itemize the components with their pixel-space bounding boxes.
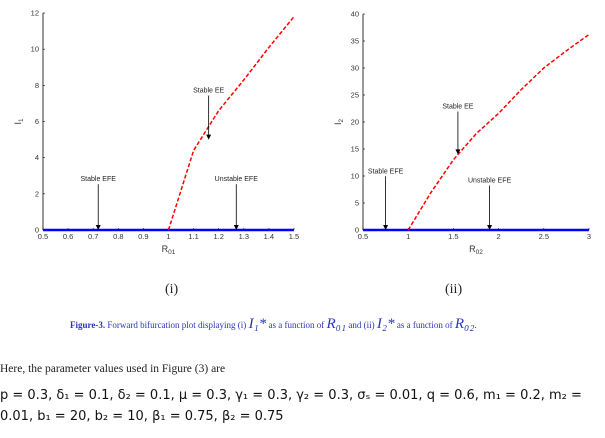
x-tick-label: 1.5 [289,232,299,241]
caption-text: as a function of [268,320,325,330]
caption-text: and (ii) [348,320,375,330]
annotation-label: Unstable EFE [468,177,512,184]
x-tick-label: 0.5 [38,232,48,241]
x-tick-label: 1.2 [213,232,223,241]
x-tick-label: 0.9 [138,232,148,241]
x-tick-label: 3 [587,232,591,241]
caption-var-i2: I₂* [376,316,395,332]
params-line-2: 0.01, b₁ = 20, b₂ = 10, β₁ = 0.75, β₂ = … [0,409,284,424]
x-tick-label: 1 [406,232,410,241]
caption-label: Figure-3. [70,320,106,330]
x-tick-label: 0.5 [358,232,368,241]
arrowhead-icon [383,225,389,230]
y-tick-label: 8 [35,81,39,90]
arrowhead-icon [455,149,461,155]
caption-text: Forward bifurcation plot displaying (i) [107,320,247,330]
y-tick-label: 2 [35,189,39,198]
y-tick-label: 10 [351,172,359,181]
y-tick-label: 0 [35,226,39,235]
arrowhead-icon [487,225,493,230]
arrowhead-icon [206,134,212,140]
y-tick-label: 4 [35,153,39,162]
caption-var-r02: R₀₂ [454,316,475,332]
caption-end: . [474,320,477,330]
x-tick-label: 0.7 [88,232,98,241]
params-line-1: p = 0.3, δ₁ = 0.1, δ₂ = 0.1, μ = 0.3, γ₁… [0,388,582,403]
panel-label-i: (i) [165,282,179,297]
caption-var-r01: R₀₁ [326,316,347,332]
annotation-label: Stable EFE [81,176,117,183]
x-tick-label: 2 [497,232,501,241]
x-tick-label: 1.5 [448,232,458,241]
ee-curve [407,33,590,231]
y-tick-label: 40 [351,10,359,19]
arrowhead-icon [95,225,101,230]
y-tick-label: 15 [351,145,359,154]
x-tick-label: 1 [166,232,170,241]
y-tick-label: 0 [355,226,359,235]
y-tick-label: 5 [355,199,359,208]
annotation-label: Stable EE [193,88,224,95]
bifurcation-plots: 0.5 0.6 0.7 0.8 0.9 1 1.1 1.2 1.3 1.4 1.5024681012… [13,9,591,257]
y-tick-label: 12 [31,9,39,18]
y-axis-label: I1 [13,118,25,125]
x-axis-label: R01 [162,244,176,256]
panel-label-ii: (ii) [445,282,463,297]
x-tick-label: 2.5 [539,232,549,241]
ee-curve [167,16,295,231]
annotation-label: Stable EE [442,104,473,111]
y-tick-label: 10 [31,45,39,54]
x-tick-label: 1.4 [264,232,274,241]
x-tick-label: 0.6 [63,232,73,241]
x-tick-label: 1.1 [188,232,198,241]
arrowhead-icon [233,225,239,230]
intro-text: Here, the parameter values used in Figur… [0,363,226,375]
y-tick-label: 20 [351,118,359,127]
figure-caption: Figure-3. Forward bifurcation plot displ… [70,316,477,333]
x-tick-label: 1.3 [239,232,249,241]
y-tick-label: 6 [35,117,39,126]
y-tick-label: 25 [351,91,359,100]
x-axis-label: R02 [469,244,483,256]
y-axis-label: I2 [333,118,345,125]
annotation-label: Stable EFE [368,168,404,175]
caption-text: as a function of [396,320,453,330]
x-tick-label: 0.8 [113,232,123,241]
annotation-label: Unstable EFE [215,176,259,183]
chart-1: 0.5 0.6 0.7 0.8 0.9 1 1.1 1.2 1.3 1.4 1.5 0 2 4 6 8 10 12… [13,9,299,257]
y-tick-label: 30 [351,64,359,73]
y-tick-label: 35 [351,37,359,46]
caption-var-i1: I₁* [248,316,267,332]
